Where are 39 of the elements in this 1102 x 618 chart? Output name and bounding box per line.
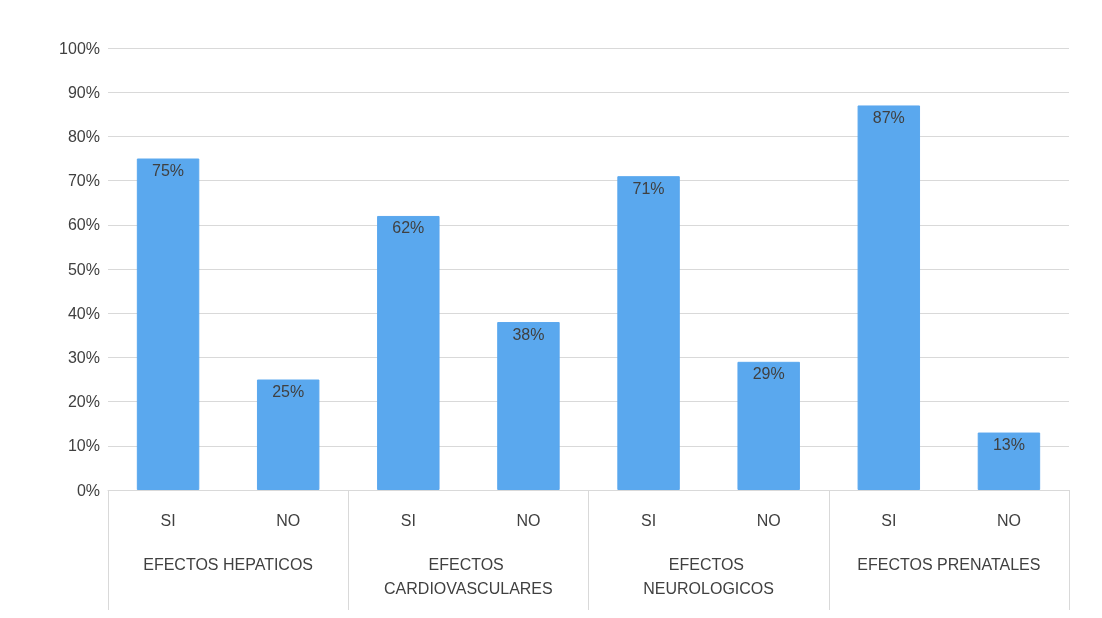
text: EFECTOS CARDIOVASCULARES	[384, 555, 553, 597]
y-tick-label: 60%	[67, 216, 100, 234]
text: EFECTOS HEPATICOS	[143, 555, 314, 573]
bar	[857, 105, 921, 490]
bar	[737, 361, 800, 490]
text: EFECTOS NEUROLOGICOS	[643, 555, 774, 597]
data-label: 25%	[272, 383, 305, 400]
text: EFECTOS PRENATALES	[857, 555, 1041, 573]
y-tick-label: 20%	[67, 393, 100, 411]
data-label: 87%	[872, 108, 905, 126]
bar	[256, 379, 320, 490]
data-label: 62%	[392, 219, 425, 237]
data-label: 38%	[512, 325, 545, 343]
y-tick-label: 70%	[67, 172, 100, 190]
x-tick-label: SI	[400, 511, 416, 529]
y-tick-label: 100%	[59, 39, 100, 57]
bar	[977, 432, 1041, 490]
data-label: 75%	[152, 162, 185, 179]
x-tick-label: SI	[160, 511, 176, 529]
data-label: 13%	[992, 436, 1025, 454]
y-tick-label: 0%	[76, 481, 100, 499]
y-tick-label: 90%	[67, 83, 100, 101]
data-label: 71%	[632, 179, 665, 197]
data-label: 29%	[752, 365, 785, 383]
bar	[136, 158, 200, 490]
y-tick-label: 50%	[67, 260, 100, 278]
y-tick-label: 40%	[67, 304, 100, 322]
bar	[617, 176, 680, 490]
x-tick-label: NO	[276, 511, 301, 529]
y-tick-label: 10%	[67, 437, 100, 455]
x-tick-label: SI	[641, 511, 657, 529]
y-tick-label: 30%	[67, 348, 100, 366]
bar	[497, 322, 560, 490]
x-tick-label: NO	[516, 511, 541, 529]
y-tick-label: 80%	[67, 127, 100, 145]
x-tick-label: SI	[881, 511, 897, 529]
x-tick-label: NO	[996, 511, 1021, 529]
x-tick-label: NO	[756, 511, 781, 529]
bar	[377, 215, 440, 490]
